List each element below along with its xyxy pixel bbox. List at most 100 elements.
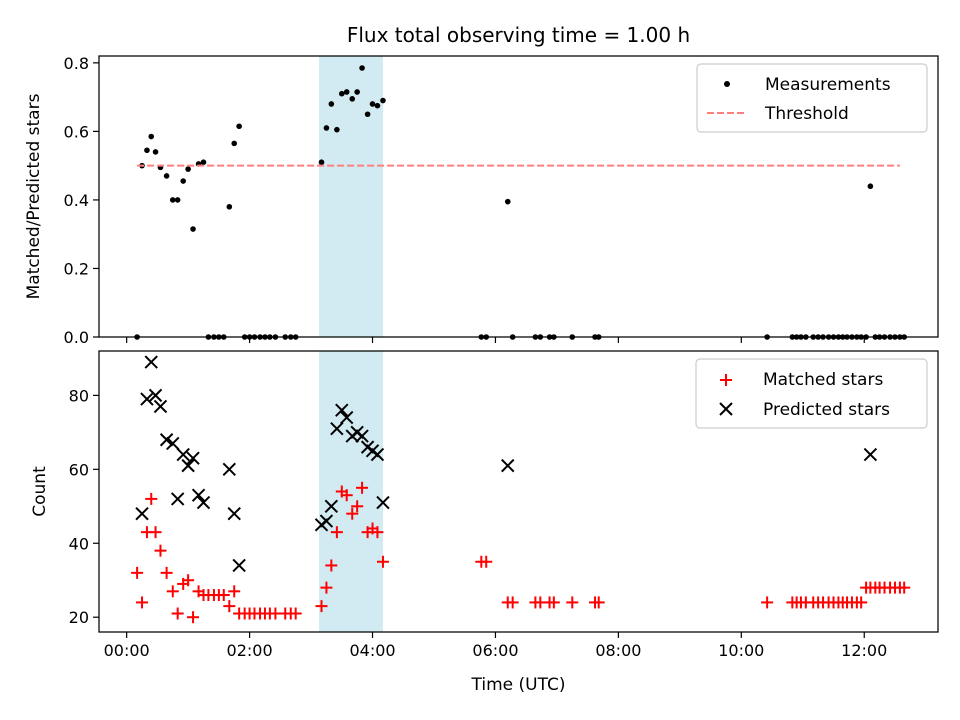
predicted-star-point: [319, 514, 334, 528]
legend-matched-marker: [720, 374, 732, 386]
measurement-point: [504, 198, 511, 205]
bottom-legend-box: [695, 358, 928, 429]
measurement-point: [169, 197, 176, 203]
matched-star-point: [898, 581, 911, 594]
measurement-point: [231, 140, 238, 147]
matched-star-point: [480, 555, 493, 568]
matched-star-point: [187, 611, 200, 624]
matched-star-point: [325, 559, 338, 572]
predicted-star-point: [335, 403, 349, 417]
measurement-point: [226, 203, 233, 210]
matched-star-point: [160, 566, 173, 579]
predicted-star-point: [166, 436, 180, 451]
legend-matched-label: Matched stars: [763, 370, 883, 390]
matched-star-point: [356, 481, 369, 494]
predicted-star-point: [370, 447, 385, 462]
y-tick-label: 80: [69, 386, 89, 405]
y-tick-label: 0.0: [64, 328, 89, 347]
matched-star-point: [228, 585, 241, 598]
predicted-star-point: [144, 355, 158, 369]
matched-star-point: [330, 526, 343, 539]
bottom-legend: Matched stars Predicted stars: [695, 358, 928, 429]
matched-star-point: [131, 566, 144, 579]
x-tick-label: 10:00: [718, 641, 764, 660]
y-tick-label: 40: [69, 534, 89, 553]
measurement-point: [334, 126, 340, 133]
top-y-axis-label: Matched/Predicted stars: [24, 93, 44, 299]
top-axes-frame: [98, 55, 939, 338]
matched-star-point: [223, 600, 236, 613]
predicted-star-point: [186, 451, 200, 465]
legend-threshold-label: Threshold: [764, 104, 849, 124]
predicted-star-point: [501, 458, 515, 473]
measurement-point: [328, 101, 335, 107]
measurement-point: [867, 183, 874, 190]
measurement-point: [174, 197, 181, 203]
bottom-panel: 00:00 02:00 04:00 06:00 08:00 10:00 12:00 20 40 6…: [30, 350, 939, 695]
legend-predicted-marker: [719, 402, 733, 416]
x-tick-label: 04:00: [349, 641, 395, 660]
bottom-axes-frame: [98, 350, 939, 633]
top-panel: Flux total observing time = 1.00 h 0.0 0.…: [24, 23, 939, 347]
matched-star-point: [855, 596, 868, 609]
matched-star-point: [346, 507, 359, 520]
bottom-y-axis-label: Count: [30, 466, 50, 517]
legend-measurements-label: Measurements: [765, 75, 891, 95]
measurement-point: [343, 89, 350, 95]
predicted-star-point: [135, 506, 149, 521]
measurement-point: [380, 97, 386, 104]
matched-star-point: [136, 596, 149, 609]
measurement-point: [354, 89, 360, 95]
y-tick-label: 60: [69, 460, 89, 479]
predicted-star-point: [376, 495, 390, 510]
legend-measurements-marker: [724, 81, 730, 87]
predicted-star-point: [339, 410, 354, 425]
measurement-point: [185, 166, 191, 172]
measurement-point: [163, 173, 170, 179]
predicted-star-point: [140, 392, 154, 406]
predicted-star-point: [191, 488, 206, 502]
y-tick-label: 0.2: [64, 259, 89, 278]
measurement-point: [349, 96, 356, 102]
matched-star-point: [566, 596, 579, 609]
matched-star-point: [217, 589, 230, 602]
measurement-point: [190, 226, 196, 232]
matched-star-point: [145, 492, 158, 505]
matched-star-point: [340, 489, 353, 502]
highlight-span: [319, 351, 383, 632]
matched-star-point: [154, 544, 167, 557]
matched-star-point: [506, 596, 519, 609]
measurement-point: [364, 111, 371, 118]
y-tick-label: 0.8: [64, 54, 89, 73]
matched-star-point: [166, 585, 179, 598]
x-tick-label: 12:00: [841, 641, 887, 660]
measurement-point: [144, 147, 150, 154]
matched-star-point: [376, 555, 389, 568]
predicted-star-point: [176, 447, 190, 462]
matched-star-point: [761, 596, 774, 609]
predicted-star-point: [227, 506, 241, 521]
measurement-point: [369, 101, 376, 107]
measurement-point: [359, 65, 365, 71]
measurement-point: [200, 159, 207, 166]
matched-star-point: [547, 596, 560, 609]
top-legend: Measurements Threshold: [696, 63, 928, 133]
x-tick-label: 06:00: [472, 641, 518, 660]
x-axis-label: Time (UTC): [471, 675, 566, 695]
matched-star-point: [592, 596, 605, 609]
matched-star-point: [171, 607, 184, 620]
measurement-point: [318, 159, 325, 166]
predicted-star-point: [153, 399, 168, 414]
matched-star-point: [371, 526, 384, 539]
matched-star-point: [289, 607, 302, 620]
matched-star-point: [315, 600, 328, 613]
x-tick-label: 08:00: [595, 641, 641, 660]
measurement-point: [374, 102, 381, 109]
measurement-point: [148, 133, 155, 140]
predicted-star-point: [170, 492, 185, 506]
predicted-star-point: [181, 458, 195, 473]
predicted-star-point: [330, 421, 344, 436]
y-tick-label: 0.6: [64, 122, 89, 141]
predicted-star-point: [863, 447, 878, 462]
matched-star-point: [182, 574, 195, 587]
